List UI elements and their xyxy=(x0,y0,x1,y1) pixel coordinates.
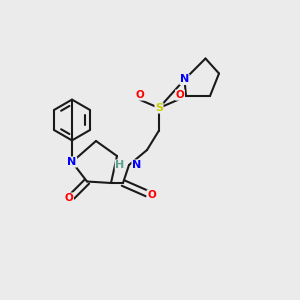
Text: O: O xyxy=(147,190,156,200)
Text: O: O xyxy=(136,90,145,100)
Text: N: N xyxy=(132,160,141,170)
Text: N: N xyxy=(180,74,189,85)
Text: S: S xyxy=(155,103,163,113)
Text: O: O xyxy=(176,90,184,100)
Text: H: H xyxy=(115,160,124,170)
Text: O: O xyxy=(64,193,74,203)
Text: N: N xyxy=(68,157,76,167)
